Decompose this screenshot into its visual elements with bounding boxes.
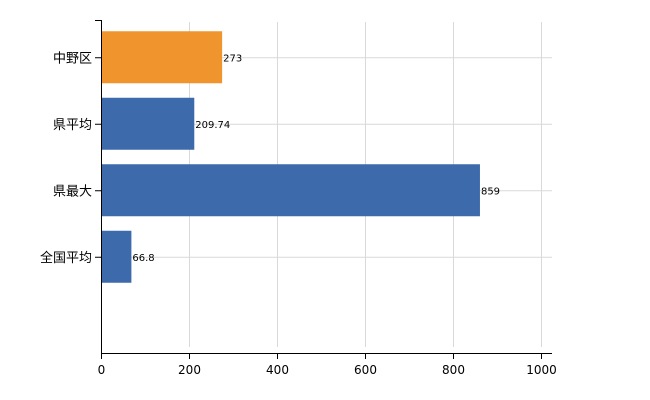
bar-2 bbox=[102, 97, 195, 150]
bar-value-label: 66.8 bbox=[132, 253, 154, 264]
x-tick-label: 0 bbox=[98, 363, 106, 377]
axes-group bbox=[95, 20, 552, 359]
category-label: 全国平均 bbox=[40, 250, 92, 266]
x-tick-label: 1000 bbox=[526, 363, 557, 377]
category-label: 中野区 bbox=[53, 51, 92, 66]
bar-value-label: 209.74 bbox=[195, 120, 230, 131]
category-label: 県最大 bbox=[53, 184, 92, 199]
labels-group: 273 中野区 209.74 県平均 859 県最大 66.8 全国平均 0 200 400 600 8… bbox=[40, 51, 557, 377]
bar-value-label: 859 bbox=[481, 186, 500, 197]
x-tick-label: 800 bbox=[442, 363, 465, 377]
bars-group bbox=[102, 31, 480, 283]
bar-1 bbox=[102, 31, 223, 84]
bar-3 bbox=[102, 164, 480, 217]
bar-4 bbox=[102, 230, 132, 283]
x-tick-label: 400 bbox=[266, 363, 289, 377]
bar-value-label: 273 bbox=[223, 53, 242, 64]
x-tick-label: 200 bbox=[178, 363, 201, 377]
x-tick-label: 600 bbox=[354, 363, 377, 377]
category-label: 県平均 bbox=[53, 118, 92, 133]
